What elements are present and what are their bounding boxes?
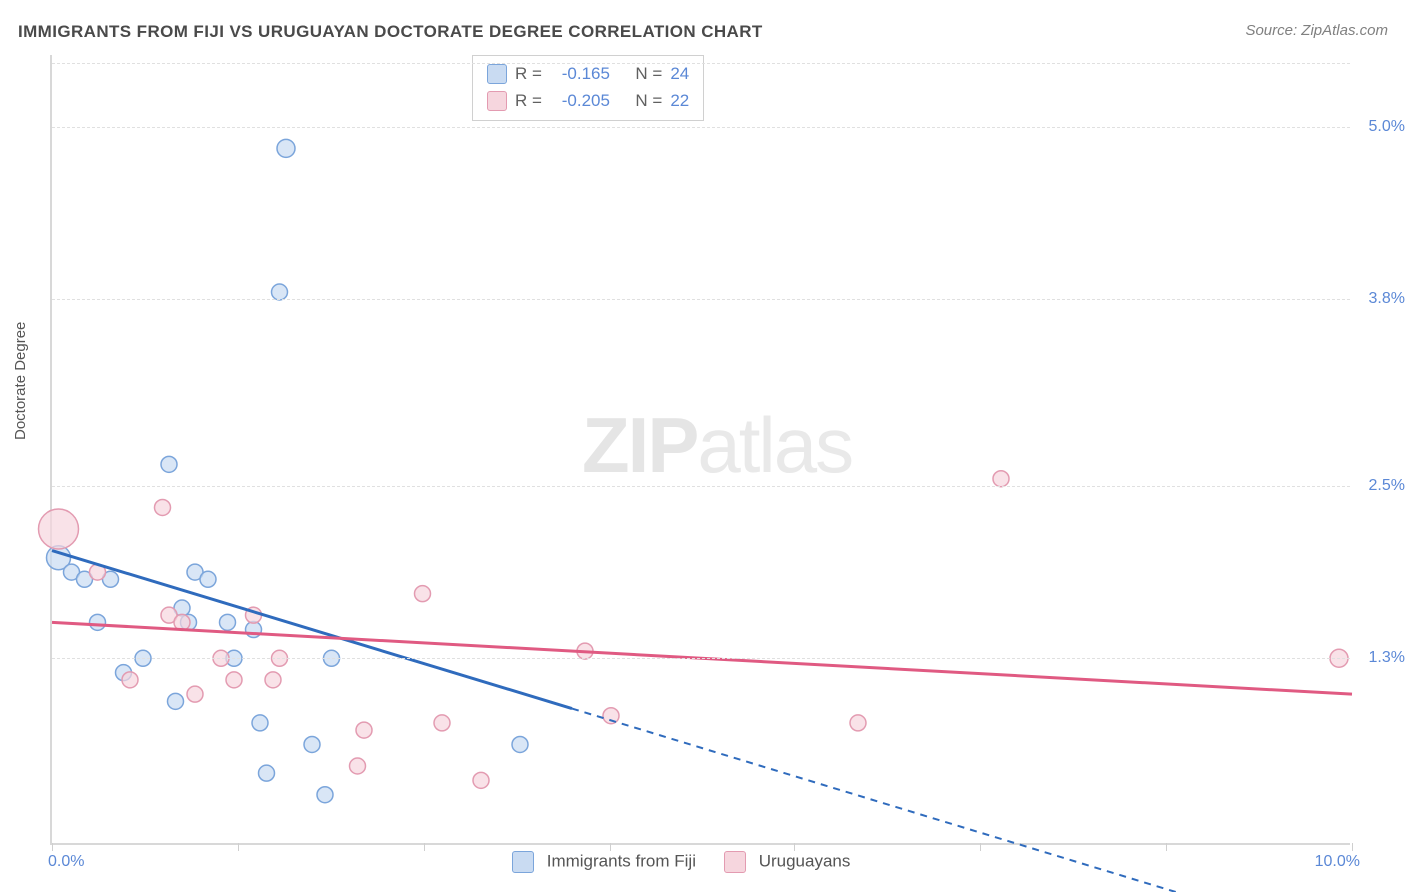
data-point-fiji (220, 614, 236, 630)
data-point-uruguay (226, 672, 242, 688)
data-point-fiji (317, 787, 333, 803)
gridline (52, 486, 1350, 487)
data-point-uruguay (473, 772, 489, 788)
x-tick (1166, 843, 1167, 851)
data-point-uruguay (850, 715, 866, 731)
legend-correlation: R = -0.165 N = 24 R = -0.205 N = 22 (472, 55, 704, 121)
data-point-fiji (272, 284, 288, 300)
data-point-uruguay (415, 586, 431, 602)
data-point-uruguay (993, 471, 1009, 487)
legend-series: Immigrants from Fiji Uruguayans (512, 851, 850, 873)
data-point-fiji (90, 614, 106, 630)
gridline (52, 299, 1350, 300)
gridline (52, 127, 1350, 128)
legend-row-fiji: R = -0.165 N = 24 (487, 60, 689, 87)
data-point-fiji (512, 736, 528, 752)
x-tick (610, 843, 611, 851)
data-point-uruguay (434, 715, 450, 731)
legend-item-fiji: Immigrants from Fiji (512, 851, 696, 873)
legend-item-uruguay: Uruguayans (724, 851, 850, 873)
y-tick-label: 5.0% (1369, 118, 1405, 136)
legend-swatch-uruguay-2 (724, 851, 746, 873)
data-point-fiji (161, 456, 177, 472)
x-tick-max: 10.0% (1315, 853, 1360, 871)
x-tick (794, 843, 795, 851)
x-tick (1352, 843, 1353, 851)
chart-svg (52, 55, 1350, 843)
legend-swatch-fiji (487, 64, 507, 84)
legend-swatch-uruguay (487, 91, 507, 111)
data-point-uruguay (356, 722, 372, 738)
y-axis-label: Doctorate Degree (12, 322, 29, 440)
legend-row-uruguay: R = -0.205 N = 22 (487, 87, 689, 114)
data-point-fiji (277, 139, 295, 157)
x-tick-min: 0.0% (48, 853, 84, 871)
x-tick (52, 843, 53, 851)
data-point-fiji (259, 765, 275, 781)
y-tick-label: 2.5% (1369, 477, 1405, 495)
source-attribution: Source: ZipAtlas.com (1245, 22, 1388, 39)
data-point-uruguay (39, 509, 79, 549)
data-point-fiji (252, 715, 268, 731)
data-point-fiji (168, 693, 184, 709)
data-point-uruguay (187, 686, 203, 702)
data-point-uruguay (265, 672, 281, 688)
x-tick (424, 843, 425, 851)
gridline (52, 658, 1350, 659)
chart-title: IMMIGRANTS FROM FIJI VS URUGUAYAN DOCTOR… (18, 22, 763, 42)
data-point-fiji (304, 736, 320, 752)
plot-area: ZIPatlas R = -0.165 N = 24 R = -0.205 N … (50, 55, 1350, 845)
data-point-uruguay (155, 499, 171, 515)
data-point-uruguay (350, 758, 366, 774)
y-tick-label: 3.8% (1369, 290, 1405, 308)
y-tick-label: 1.3% (1369, 649, 1405, 667)
data-point-fiji (200, 571, 216, 587)
legend-swatch-fiji-2 (512, 851, 534, 873)
x-tick (980, 843, 981, 851)
data-point-uruguay (122, 672, 138, 688)
x-tick (238, 843, 239, 851)
